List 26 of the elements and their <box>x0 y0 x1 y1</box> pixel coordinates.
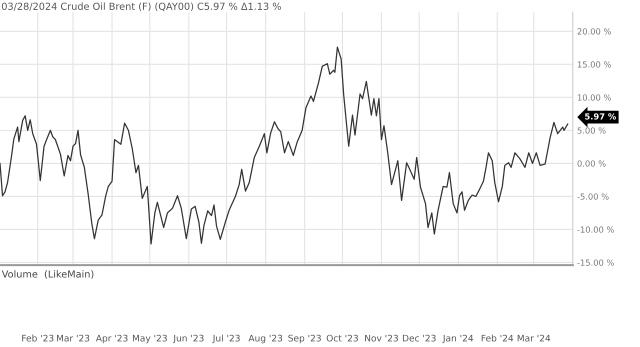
x-tick-label: Aug '23 <box>248 334 282 344</box>
y-tick-label: 10.00 % <box>578 94 611 101</box>
y-tick-label: -5.00 % <box>577 193 609 200</box>
x-tick-label: Sep '23 <box>288 334 321 344</box>
x-tick-label: Nov '23 <box>365 334 398 342</box>
y-tick-label: 20.00 % <box>578 28 611 35</box>
line-series <box>0 46 568 245</box>
y-tick-label: 15.00 % <box>578 61 611 68</box>
annotation: 5.97 % <box>585 113 616 120</box>
x-tick-label: Mar '23 <box>56 334 90 342</box>
x-tick-label: Dec '23 <box>402 334 436 342</box>
y-tick-label: -15.00 % <box>577 259 614 266</box>
x-tick-label: Feb '23 <box>22 334 54 342</box>
x-tick-label: Jan '24 <box>442 334 474 344</box>
x-tick-label: Apr '23 <box>96 334 128 344</box>
y-tick-label: 5.00 % <box>578 127 606 134</box>
y-tick-label: 0.00 % <box>578 160 606 167</box>
y-tick-label: -10.00 % <box>577 226 614 233</box>
x-tick-label: Feb '24 <box>482 334 514 342</box>
x-tick-label: Mar '24 <box>518 334 550 342</box>
x-tick-label: Oct '23 <box>326 334 358 342</box>
x-tick-label: May '23 <box>132 334 167 344</box>
x-tick-label: Jun '23 <box>172 334 204 344</box>
text: Volume (LikeMain) <box>2 270 94 279</box>
x-tick-label: Jul '23 <box>212 334 240 344</box>
chart-title: 03/28/2024 Crude Oil Brent (F) (QAY00) C5.97 % Δ1.13 % <box>2 2 281 12</box>
